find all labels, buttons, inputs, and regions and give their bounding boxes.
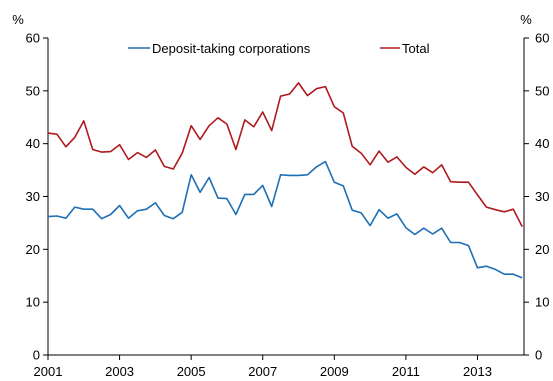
x-tick-label: 2005 (177, 364, 206, 379)
x-tick-label: 2007 (248, 364, 277, 379)
right-y-tick-label: 30 (535, 189, 549, 204)
left-y-tick-label: 0 (33, 348, 40, 363)
left-y-tick-label: 20 (26, 242, 40, 257)
left-y-tick-label: 60 (26, 31, 40, 46)
left-y-tick-label: 10 (26, 295, 40, 310)
left-y-tick-label: 30 (26, 189, 40, 204)
x-tick-label: 2011 (392, 364, 420, 379)
legend-label-total: Total (402, 41, 430, 56)
x-axis-ticks: 2001 2003 2005 2007 2009 2011 2013 (34, 355, 492, 379)
right-y-tick-label: 0 (535, 348, 542, 363)
x-tick-label: 2003 (105, 364, 134, 379)
plot-area (47, 38, 525, 356)
x-tick-label: 2001 (34, 364, 63, 379)
legend-label-deposit-taking-corporations: Deposit-taking corporations (152, 41, 311, 56)
x-tick-label: 2013 (463, 364, 492, 379)
right-y-axis-ticks: 0 10 20 30 40 50 60 (524, 31, 549, 363)
right-y-tick-label: 20 (535, 242, 549, 257)
right-y-tick-label: 50 (535, 83, 549, 98)
series-line-total (47, 82, 523, 227)
right-y-tick-label: 60 (535, 31, 549, 46)
legend: Deposit-taking corporations Total (128, 41, 430, 56)
right-y-tick-label: 40 (535, 136, 549, 151)
series-line-deposit-taking-corporations (47, 160, 523, 279)
left-y-tick-label: 50 (26, 83, 40, 98)
right-y-tick-label: 10 (535, 295, 549, 310)
left-y-axis-ticks: 0 10 20 30 40 50 60 (26, 31, 48, 363)
left-axis-unit-label: % (12, 12, 24, 27)
x-tick-label: 2009 (320, 364, 349, 379)
left-y-tick-label: 40 (26, 136, 40, 151)
right-axis-unit-label: % (520, 12, 532, 27)
series-group (47, 82, 523, 279)
